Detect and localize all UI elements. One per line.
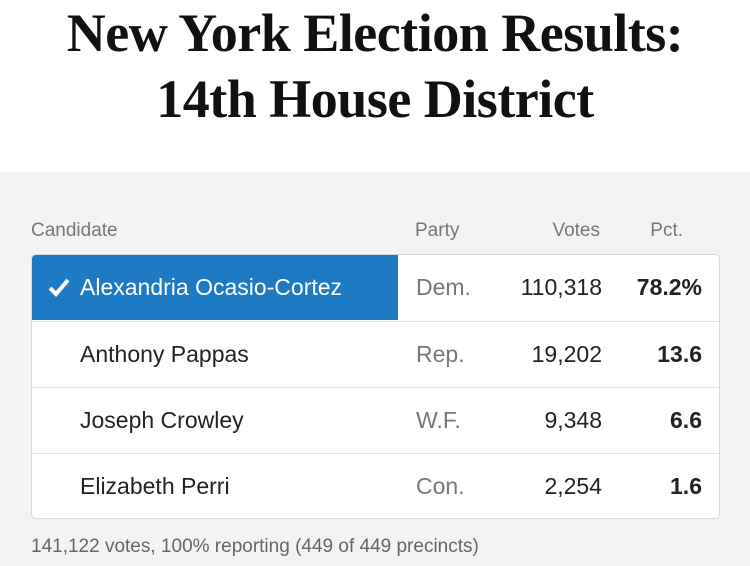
party: Con. (416, 473, 465, 499)
column-header: Candidate (31, 220, 118, 241)
party: W.F. (416, 407, 461, 433)
votes: 110,318 (520, 274, 602, 300)
votes: 2,254 (544, 473, 602, 499)
column-header: Votes (552, 220, 600, 241)
candidate-name: Elizabeth Perri (80, 473, 230, 499)
percent: 78.2% (636, 274, 702, 300)
name-cell (32, 255, 398, 320)
title-line: 14th House District (156, 69, 594, 129)
candidate-name: Anthony Pappas (80, 341, 249, 367)
results-table: Alexandria Ocasio-Cortez Dem. 110,318 78.2%… (31, 254, 720, 519)
footer: 141,122 votes, 100% reporting (449 of 44… (31, 536, 479, 557)
votes: 9,348 (544, 407, 602, 433)
percent: 6.6 (670, 407, 702, 433)
title-line: New York Election Results: (66, 3, 684, 63)
column-header: Pct. (650, 220, 683, 241)
table-row: Alexandria Ocasio-Cortez Dem. 110,318 78.2% (32, 255, 719, 320)
percent: 13.6 (657, 341, 702, 367)
candidate-name: Joseph Crowley (80, 407, 244, 433)
table-row: Elizabeth Perri Con. 2,254 1.6 (32, 453, 719, 518)
table-row: Joseph Crowley W.F. 9,348 6.6 (32, 387, 719, 453)
column-header: Party (415, 220, 460, 241)
check-path (48, 278, 70, 297)
table-row: Anthony Pappas Rep. 19,202 13.6 (32, 321, 719, 387)
candidate-name: Alexandria Ocasio-Cortez (80, 274, 343, 300)
party: Rep. (416, 341, 465, 367)
percent: 1.6 (670, 473, 702, 499)
winner-check (48, 278, 70, 297)
party: Dem. (416, 274, 471, 300)
votes: 19,202 (531, 341, 602, 367)
